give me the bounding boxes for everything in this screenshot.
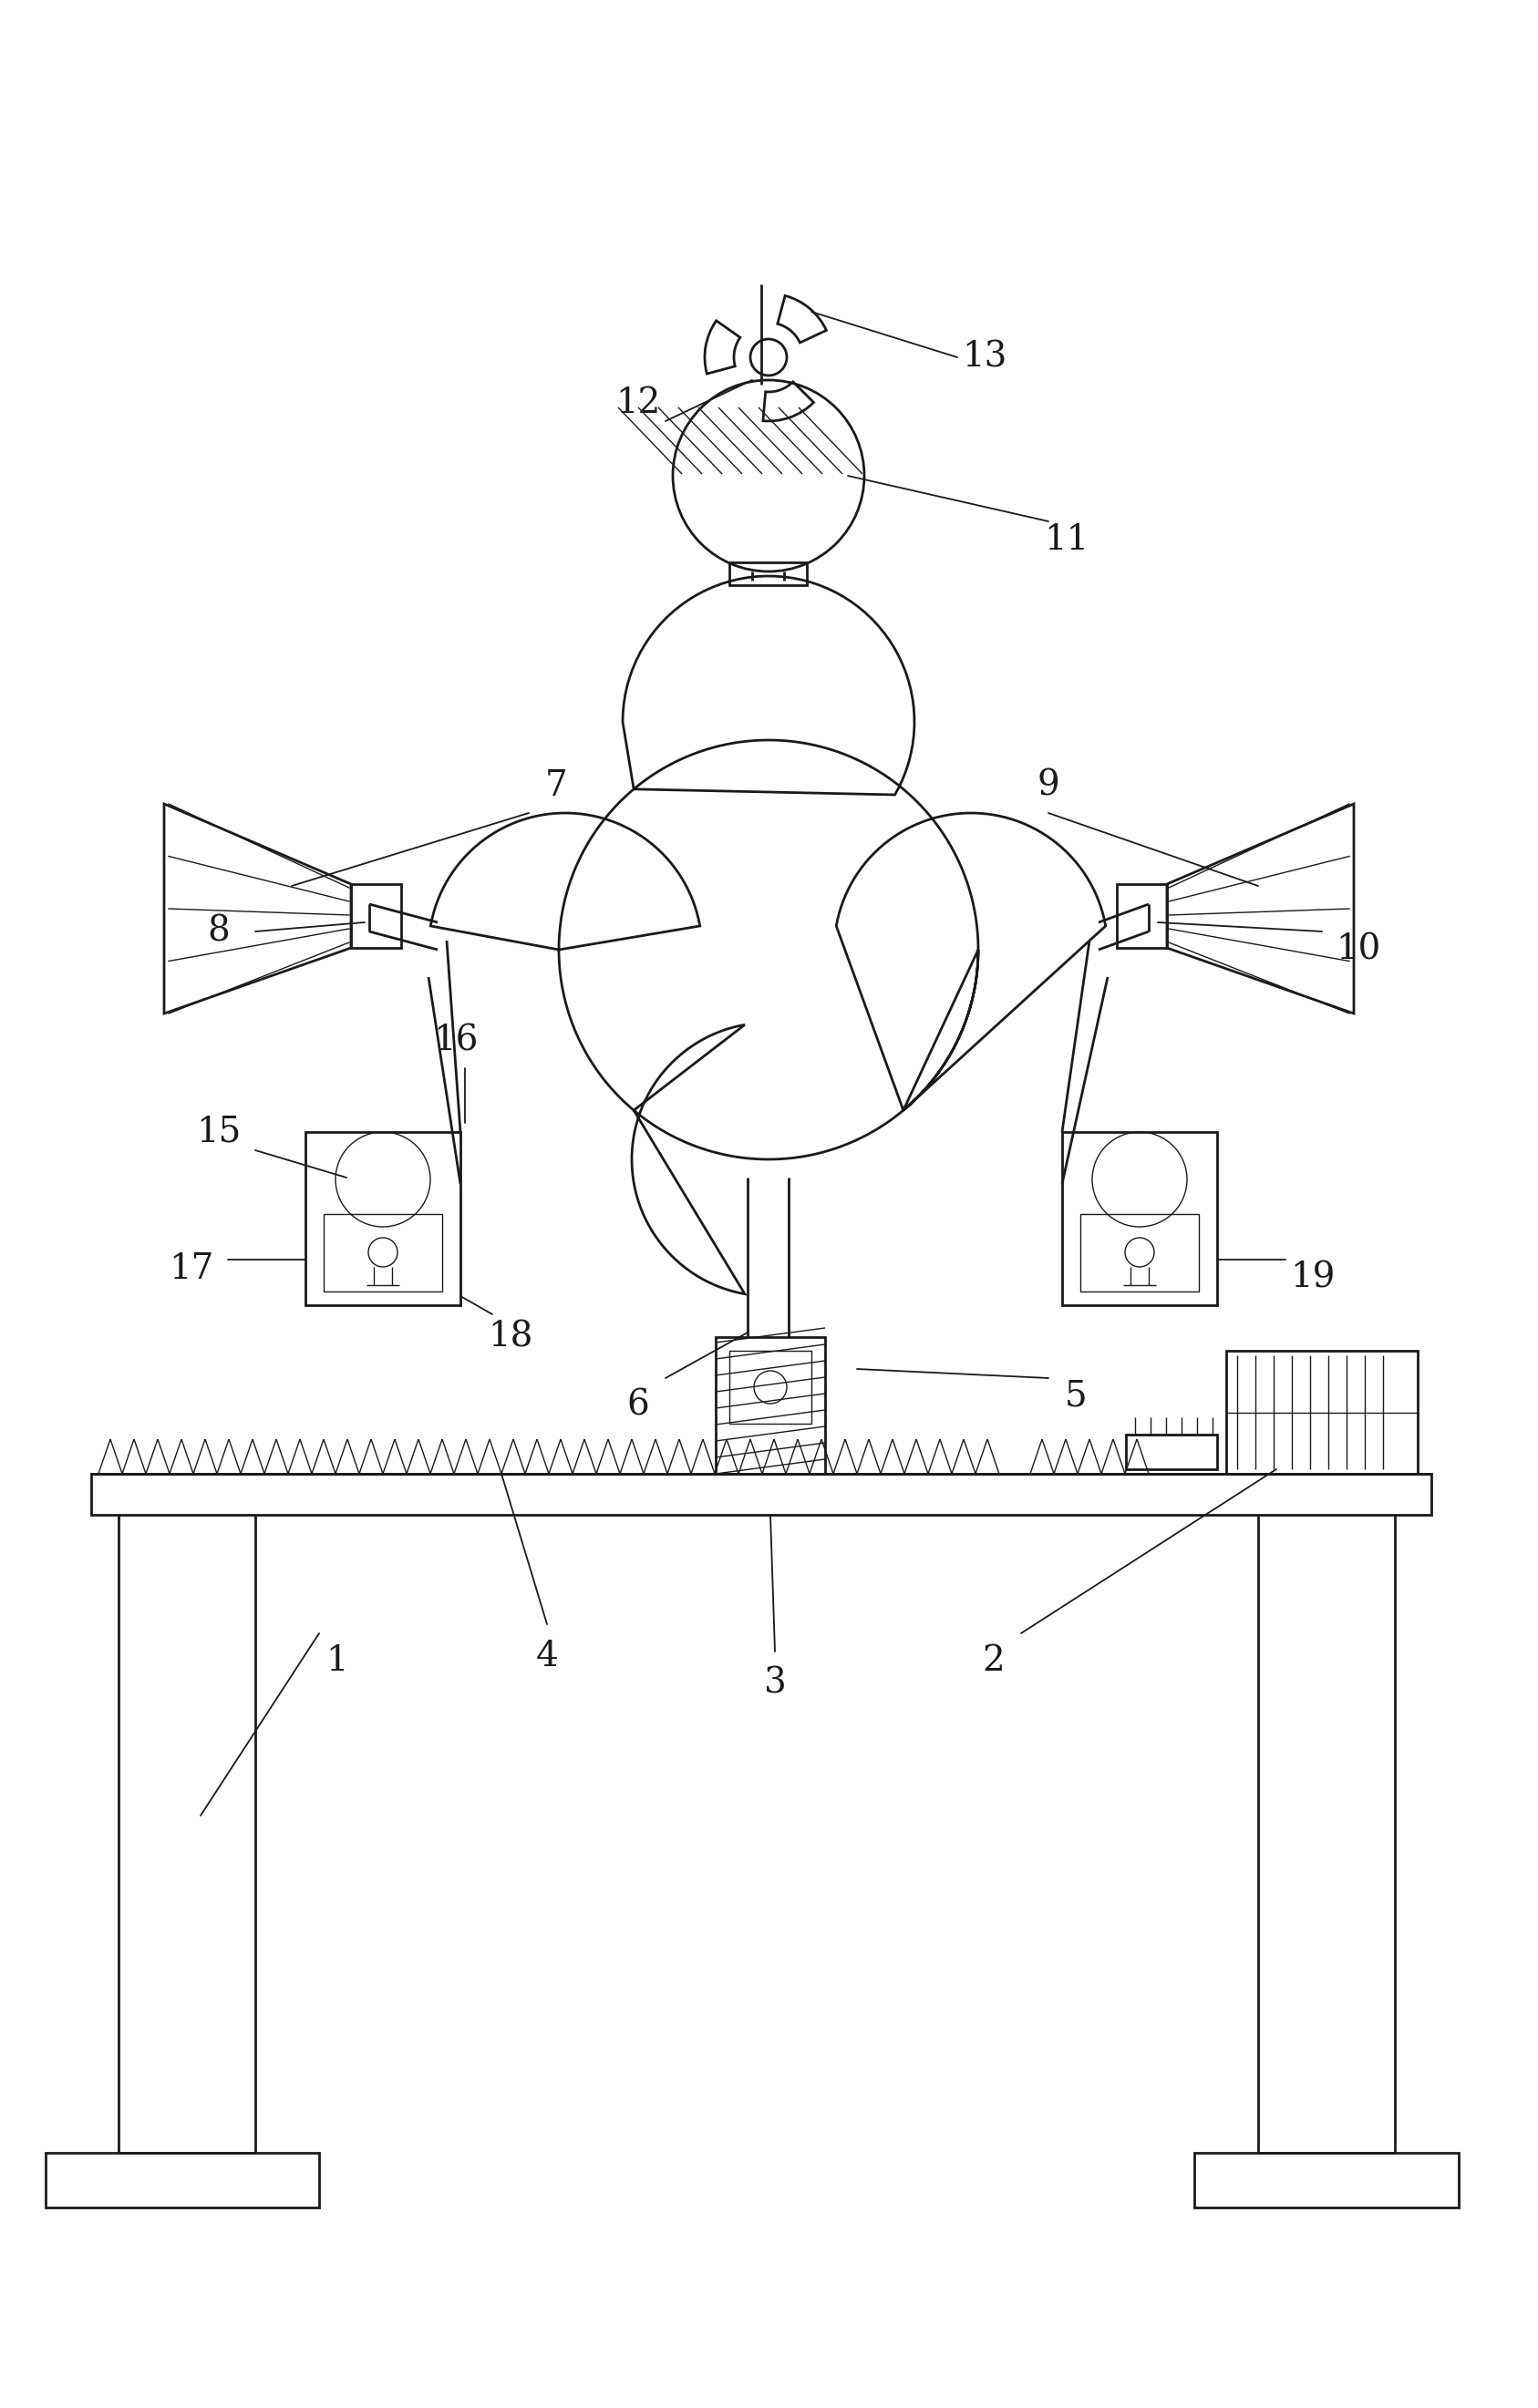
Text: 3: 3	[764, 1666, 786, 1700]
Bar	[91, 1474, 1432, 1515]
Text: 7: 7	[544, 768, 568, 802]
Bar	[715, 1336, 824, 1474]
Bar	[1080, 1214, 1198, 1291]
Text: 19: 19	[1290, 1262, 1335, 1296]
Text: 8: 8	[208, 915, 231, 949]
Bar	[1195, 2153, 1458, 2208]
Bar	[1226, 1351, 1418, 1474]
Text: 15: 15	[197, 1115, 241, 1149]
Bar	[729, 1351, 812, 1423]
Text: 10: 10	[1337, 932, 1381, 966]
Bar	[729, 563, 807, 585]
Bar	[1063, 1132, 1217, 1305]
Text: 9: 9	[1037, 768, 1060, 802]
Bar	[46, 2153, 318, 2208]
Bar	[306, 1132, 460, 1305]
Text: 18: 18	[488, 1320, 534, 1353]
Bar	[1126, 1435, 1217, 1469]
Text: 11: 11	[1044, 523, 1089, 556]
Bar	[1117, 884, 1167, 949]
Bar	[351, 884, 401, 949]
Text: 5: 5	[1064, 1380, 1087, 1413]
Text: 16: 16	[434, 1023, 478, 1057]
Text: 13: 13	[963, 340, 1007, 373]
Text: 4: 4	[535, 1640, 558, 1674]
Text: 2: 2	[983, 1645, 1004, 1678]
Bar	[323, 1214, 441, 1291]
Text: 1: 1	[326, 1645, 349, 1678]
Text: 6: 6	[628, 1389, 649, 1423]
Text: 17: 17	[169, 1252, 214, 1286]
Text: 12: 12	[615, 385, 661, 419]
